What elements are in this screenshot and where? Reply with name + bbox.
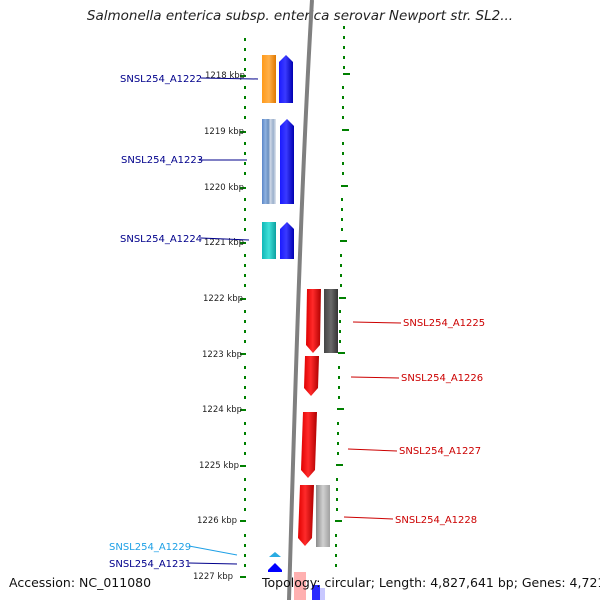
tick-labels: 1218 kbp 1219 kbp 1220 kbp 1221 kbp 1222… <box>193 71 245 582</box>
tick-label: 1218 kbp <box>205 71 245 81</box>
reverse-cds-track <box>294 289 325 600</box>
cds-arrow-a1229[interactable] <box>269 552 281 557</box>
gene-label[interactable]: SNSL254_A1231 <box>109 559 191 570</box>
cds-arrow-a1222[interactable] <box>279 55 293 103</box>
cds-fragment-bottom-blue <box>312 585 320 600</box>
gene-labels: SNSL254_A1222 SNSL254_A1223 SNSL254_A122… <box>109 74 485 570</box>
gene-label[interactable]: SNSL254_A1229 <box>109 542 191 553</box>
accession-text: Accession: NC_011080 <box>9 575 152 590</box>
tick-label: 1221 kbp <box>204 238 244 248</box>
tick-label: 1220 kbp <box>204 183 244 193</box>
gene-label[interactable]: SNSL254_A1226 <box>401 373 483 384</box>
topology-text: Topology: circular; Length: 4,827,641 bp… <box>262 575 600 590</box>
gene-label[interactable]: SNSL254_A1223 <box>121 155 203 166</box>
cds-fragment-bottom-lavender <box>320 588 325 600</box>
gene-label[interactable]: SNSL254_A1224 <box>120 234 202 245</box>
homolog-block-steel[interactable] <box>262 119 276 204</box>
gene-label[interactable]: SNSL254_A1222 <box>120 74 202 85</box>
cds-arrow-a1223[interactable] <box>280 119 294 204</box>
tick-label: 1226 kbp <box>197 516 237 526</box>
leader-a1231 <box>188 562 238 565</box>
tick-label: 1219 kbp <box>204 127 244 137</box>
tick-label: 1227 kbp <box>193 572 233 582</box>
homolog-track-left <box>262 55 276 259</box>
cds-arrow-a1228[interactable] <box>298 485 314 546</box>
leader-a1224 <box>200 237 250 241</box>
cds-arrow-a1231[interactable] <box>268 563 282 572</box>
cds-arrow-a1224[interactable] <box>280 222 294 259</box>
leader-a1226 <box>350 376 400 379</box>
tick-label: 1223 kbp <box>202 350 242 360</box>
cds-arrow-a1227[interactable] <box>301 412 317 478</box>
gene-label[interactable]: SNSL254_A1225 <box>403 318 485 329</box>
tick-label: 1222 kbp <box>203 294 243 304</box>
tick-label: 1224 kbp <box>202 405 242 415</box>
leader-lines <box>188 77 402 565</box>
homolog-track-right <box>316 289 338 547</box>
cds-arrow-a1225[interactable] <box>306 289 321 353</box>
gene-label[interactable]: SNSL254_A1228 <box>395 515 477 526</box>
genome-backbone <box>287 0 314 600</box>
leader-a1227 <box>347 448 398 452</box>
inner-ticks-left <box>240 38 246 578</box>
forward-cds-track <box>268 55 294 572</box>
tick-label: 1225 kbp <box>199 461 239 471</box>
leader-a1225 <box>352 321 402 324</box>
gene-label[interactable]: SNSL254_A1227 <box>399 446 481 457</box>
homolog-block-light[interactable] <box>316 485 330 547</box>
homolog-block-cyan[interactable] <box>262 222 276 259</box>
map-title: Salmonella enterica subsp. enterica sero… <box>86 8 514 24</box>
cds-fragment-bottom <box>294 572 306 600</box>
leader-a1228 <box>343 516 394 520</box>
leader-a1222 <box>200 77 259 80</box>
homolog-block-orange[interactable] <box>262 55 276 103</box>
cds-arrow-a1226[interactable] <box>304 356 319 396</box>
leader-a1229 <box>188 545 238 556</box>
inner-ticks-right <box>335 26 350 567</box>
homolog-block-dark[interactable] <box>324 289 338 353</box>
